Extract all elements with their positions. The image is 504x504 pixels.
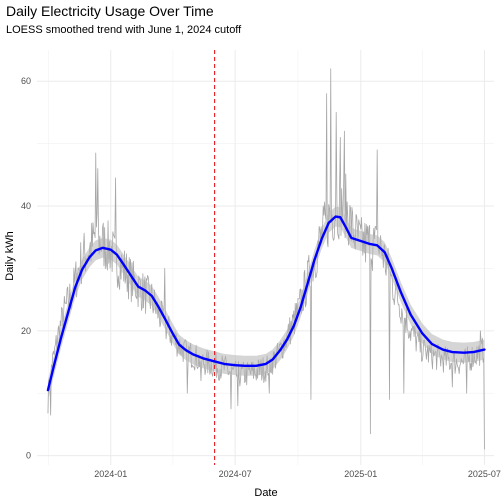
x-axis-title: Date [254,487,277,499]
x-tick-label: 2025-07 [468,469,501,479]
x-tick-labels: 2024-01 2024-07 2025-01 2025-07 [94,469,501,479]
y-tick-label: 0 [26,451,31,461]
chart-title: Daily Electricity Usage Over Time [6,3,214,19]
trend-series [46,215,486,392]
trend-line [46,215,486,392]
y-tick-label: 60 [21,76,31,86]
x-tick-label: 2024-01 [94,469,127,479]
grid-major [37,50,494,465]
y-axis-title: Daily kWh [4,231,16,281]
grid-minor [37,50,494,465]
trend-confidence-band [47,206,485,401]
x-tick-label: 2024-07 [219,469,252,479]
trend-band [47,206,485,401]
y-tick-label: 20 [21,326,31,336]
y-tick-label: 40 [21,201,31,211]
y-tick-labels: 0 20 40 60 [21,76,31,460]
x-tick-label: 2025-01 [344,469,377,479]
chart-subtitle: LOESS smoothed trend with June 1, 2024 c… [6,24,242,36]
